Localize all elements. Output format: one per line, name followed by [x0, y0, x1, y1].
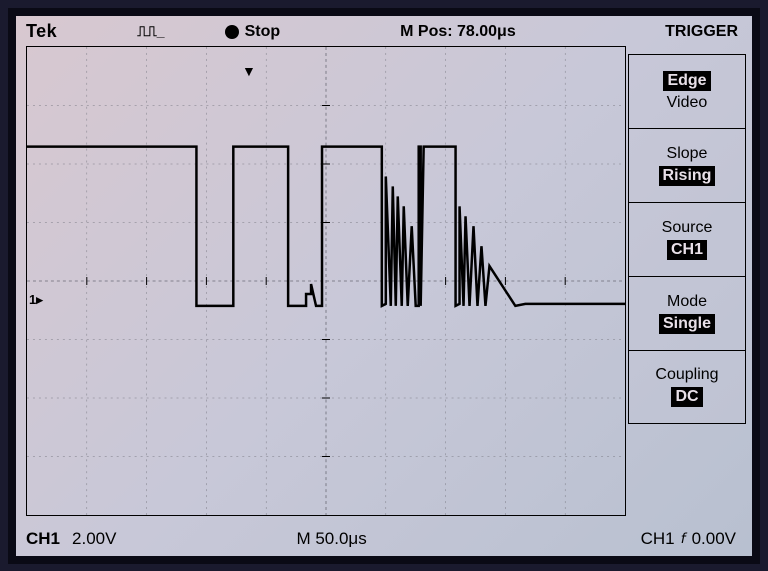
volts-per-div: 2.00V: [72, 529, 116, 549]
bottom-status-bar: CH1 2.00V M 50.0μs CH1 𝘧 0.00V: [26, 528, 742, 550]
menu-coupling[interactable]: Coupling DC: [628, 350, 746, 424]
channel-label: CH1: [26, 529, 60, 549]
menu-slope[interactable]: Slope Rising: [628, 128, 746, 202]
menu-mode[interactable]: Mode Single: [628, 276, 746, 350]
run-state-label: Stop: [245, 23, 281, 41]
m-position: M Pos: 78.00μs: [400, 23, 516, 41]
trigger-menu-title: TRIGGER: [665, 23, 738, 41]
trigger-menu: Edge Video Slope Rising Source CH1 Mode …: [628, 54, 746, 424]
menu-coupling-label: Coupling: [637, 366, 737, 384]
trigger-channel: CH1: [641, 529, 675, 549]
time-per-div: M 50.0μs: [296, 529, 366, 549]
stop-icon: [225, 25, 239, 39]
menu-slope-label: Slope: [637, 145, 737, 163]
menu-mode-value: Single: [659, 314, 715, 334]
menu-type-edge: Edge: [663, 71, 710, 91]
trigger-level-value: 0.00V: [692, 529, 736, 549]
menu-slope-value: Rising: [659, 166, 716, 186]
menu-source-label: Source: [637, 219, 737, 237]
waveform-display: 1▸ ▼: [26, 46, 626, 516]
brand-logo: Tek: [26, 21, 57, 42]
grid-center: [27, 47, 625, 515]
menu-type[interactable]: Edge Video: [628, 54, 746, 128]
waveform-svg: [27, 47, 625, 515]
trigger-level-readout: CH1 𝘧 0.00V: [641, 529, 736, 549]
rising-edge-icon: 𝘧: [681, 530, 686, 547]
menu-source[interactable]: Source CH1: [628, 202, 746, 276]
menu-type-video: Video: [637, 94, 737, 112]
pulse-icon: ⎍⎍_: [137, 23, 164, 40]
menu-mode-label: Mode: [637, 293, 737, 311]
oscilloscope-screen: Tek ⎍⎍_ Stop M Pos: 78.00μs TRIGGER 1▸ ▼: [8, 8, 760, 564]
menu-coupling-value: DC: [671, 387, 702, 407]
top-status-bar: Tek ⎍⎍_ Stop M Pos: 78.00μs TRIGGER: [26, 22, 742, 42]
run-state: Stop: [225, 23, 281, 41]
menu-source-value: CH1: [667, 240, 707, 260]
